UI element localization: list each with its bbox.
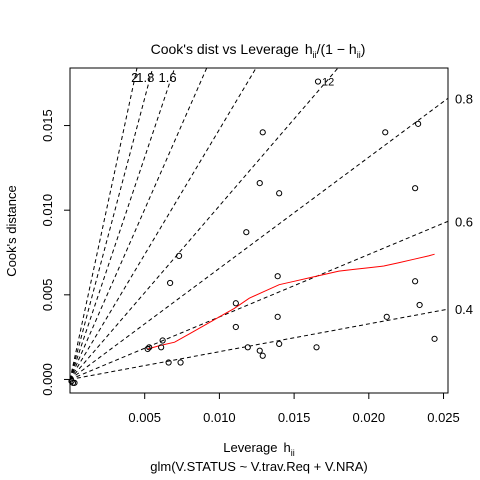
chart-title-divider: / xyxy=(317,41,321,57)
data-point xyxy=(158,344,165,351)
data-point xyxy=(313,344,320,351)
contour-line-0-4 xyxy=(70,308,448,380)
data-point xyxy=(382,129,389,136)
chart-title-den-sub: ii xyxy=(357,50,361,60)
data-point xyxy=(416,301,423,309)
data-point xyxy=(314,78,322,85)
x-tick-label: 0.020 xyxy=(353,410,386,425)
data-point xyxy=(144,345,151,353)
smooth-trend-line xyxy=(147,253,435,350)
y-tick-label: 0.015 xyxy=(40,109,55,142)
x-tick-label: 0.005 xyxy=(128,410,161,425)
contour-top-label: 2 xyxy=(131,70,138,85)
data-point xyxy=(146,344,153,351)
contour-top-labels: 1.6 1.82 xyxy=(131,70,176,85)
point-labels-group: 12 xyxy=(322,77,334,89)
x-axis-label-sub: ii xyxy=(291,448,295,458)
data-point xyxy=(259,352,266,359)
x-axis-label: Leverage hii xyxy=(223,440,294,458)
contour-line-0-8 xyxy=(70,97,448,380)
data-point xyxy=(177,359,184,366)
x-tick-label: 0.010 xyxy=(203,410,236,425)
data-points-group xyxy=(68,78,438,386)
data-point xyxy=(159,337,166,344)
contour-top-label: 1.8 xyxy=(136,70,154,85)
data-point xyxy=(243,229,250,236)
contour-right-labels: 0.40.60.811.21.4 xyxy=(455,91,473,317)
data-point xyxy=(167,279,174,287)
y-tick-label: 0.010 xyxy=(40,194,55,227)
chart-title-den-open: (1 − h xyxy=(321,41,357,57)
cooks-contour-lines xyxy=(70,68,448,380)
data-point xyxy=(276,340,283,348)
chart-title-hii-sub: ii xyxy=(313,50,317,60)
data-point xyxy=(274,273,281,280)
point-label: 12 xyxy=(322,77,334,89)
contour-line-1-8 xyxy=(70,68,154,380)
contour-top-label: 1.6 xyxy=(159,70,177,85)
contour-line-1 xyxy=(70,68,339,380)
data-point xyxy=(412,185,419,192)
contour-line-1-2 xyxy=(70,68,257,380)
x-axis-label-symbol: h xyxy=(283,440,290,455)
data-point xyxy=(244,344,251,351)
data-point xyxy=(165,359,172,366)
data-point xyxy=(232,323,239,331)
data-point xyxy=(412,278,419,285)
x-tick-label: 0.015 xyxy=(278,410,311,425)
data-point xyxy=(276,190,283,197)
contour-line-1-6 xyxy=(70,68,176,380)
chart-title-main: Cook's dist vs Leverage xyxy=(151,41,299,57)
x-axis-label-text: Leverage xyxy=(223,440,277,455)
data-point xyxy=(259,129,266,136)
chart-title-den-close: ) xyxy=(361,41,366,57)
data-point xyxy=(431,335,438,342)
y-tick-label: 0.000 xyxy=(40,363,55,396)
data-point xyxy=(68,378,75,385)
contour-right-label: 0.8 xyxy=(455,91,473,106)
data-point xyxy=(256,347,263,354)
data-point xyxy=(256,180,263,187)
y-axis-label: Cook's distance xyxy=(4,185,19,276)
chart-title-hii: h xyxy=(305,41,313,57)
contour-right-label: 0.4 xyxy=(455,302,473,317)
contour-line-1-4 xyxy=(70,68,208,380)
chart-subtitle: glm(V.STATUS ~ V.trav.Req + V.NRA) xyxy=(150,459,367,474)
data-point xyxy=(175,252,183,259)
x-tick-label: 0.025 xyxy=(427,410,460,425)
x-axis: 0.005 0.010 0.015 0.020 0.025 xyxy=(128,393,460,425)
contour-right-label: 0.6 xyxy=(455,214,473,229)
chart-title: Cook's dist vs Leverage hii/(1 − hii) xyxy=(151,41,366,60)
data-point xyxy=(274,313,281,320)
y-axis: 0.000 0.005 0.010 0.015 xyxy=(40,109,70,396)
data-point xyxy=(232,300,239,307)
data-point xyxy=(383,313,390,320)
plot-frame xyxy=(69,67,449,394)
contour-line-0-6 xyxy=(70,220,448,380)
data-point xyxy=(71,379,78,386)
smooth-trend-group xyxy=(147,253,435,350)
y-tick-label: 0.005 xyxy=(40,279,55,312)
data-point xyxy=(415,120,422,127)
